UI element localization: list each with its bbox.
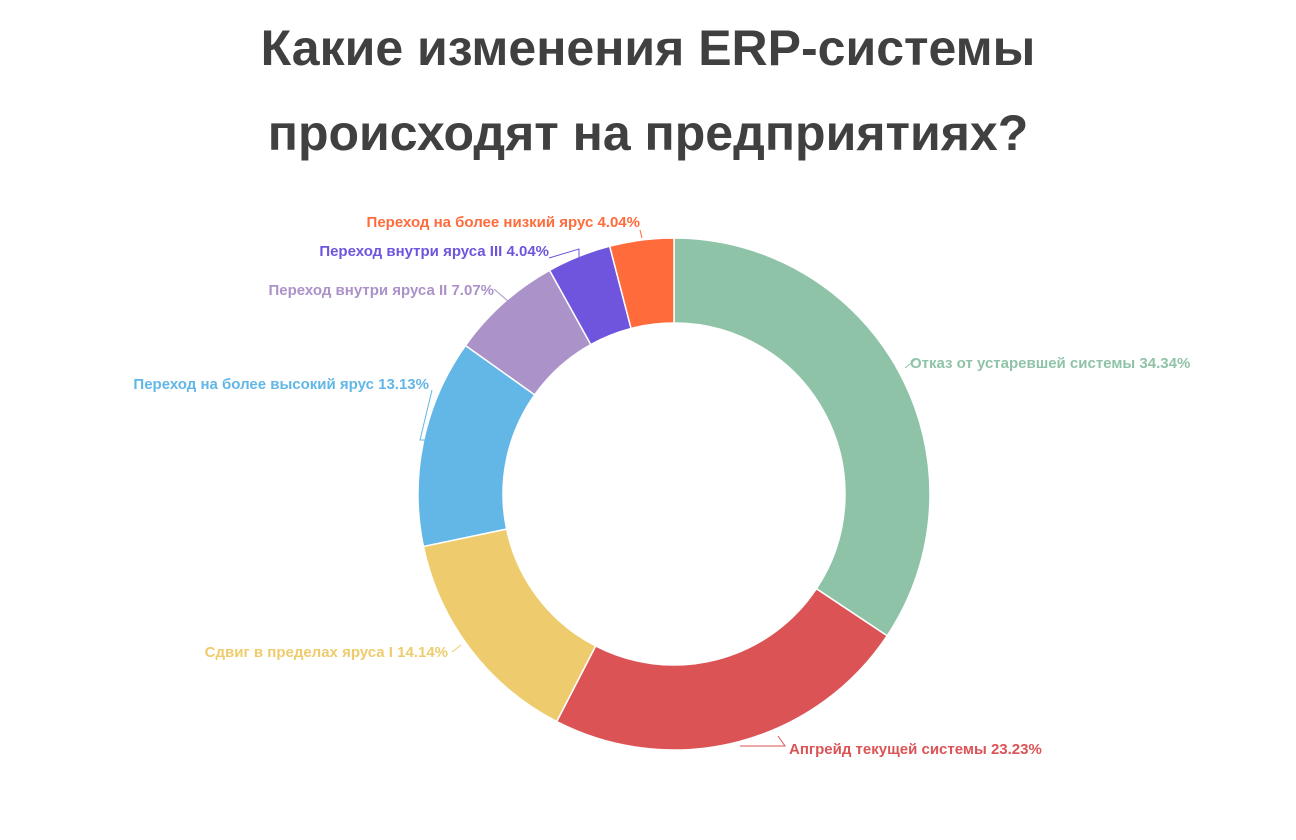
leader-line-6 [548, 248, 580, 259]
slice-label-7: Переход на более низкий ярус 4.04% [367, 214, 640, 231]
leader-line-5 [493, 288, 510, 303]
leader-lines-group [419, 229, 916, 747]
donut-slice-2 [555, 587, 889, 751]
slices-group [417, 237, 931, 751]
slice-label-4: Переход на более высокий ярус 13.13% [133, 376, 429, 393]
donut-slice-7 [608, 237, 675, 330]
slice-label-6: Переход внутри яруса III 4.04% [319, 243, 549, 260]
slice-labels-group: Отказ от устаревшей системы 34.34% Апгрей… [133, 214, 1190, 758]
slice-label-5: Переход внутри яруса II 7.07% [268, 282, 494, 299]
slice-label-1: Отказ от устаревшей системы 34.34% [910, 355, 1190, 372]
leader-line-2 [740, 735, 786, 747]
leader-line-4 [419, 389, 433, 441]
leader-line-1 [904, 359, 916, 369]
donut-slice-1 [673, 237, 931, 637]
slice-label-2: Апгрейд текущей системы 23.23% [789, 741, 1042, 758]
leader-line-3 [451, 644, 462, 653]
chart-subtitle: происходят на предприятиях? [267, 105, 1029, 161]
chart-title: Какие изменения ERP-системы [260, 20, 1036, 76]
slice-label-3: Сдвиг в пределах яруса I 14.14% [205, 644, 448, 661]
donut-slice-3 [422, 528, 597, 723]
leader-line-7 [639, 229, 643, 239]
